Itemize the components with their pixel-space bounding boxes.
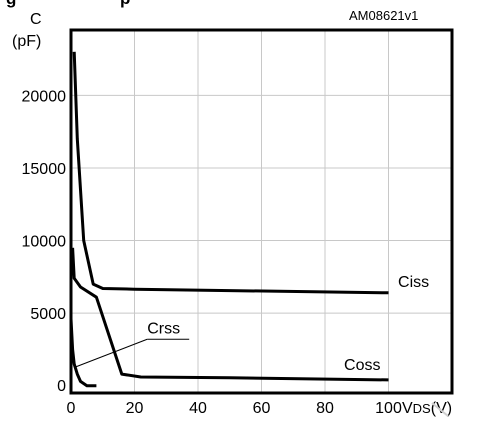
x-tick-label: 100	[375, 400, 402, 417]
grid	[71, 30, 452, 393]
x-tick-label: 60	[253, 400, 271, 417]
y-axis-label-unit-symbol: C	[30, 11, 42, 28]
y-tick-label: 5000	[30, 306, 66, 323]
x-tick-labels: 0 20 40 60 80 100	[67, 400, 402, 417]
x-tick-label: 40	[189, 400, 207, 417]
x-tick-label: 0	[67, 400, 76, 417]
y-tick-label: 20000	[22, 88, 67, 105]
series-label-ciss: Ciss	[398, 274, 429, 291]
watermark-stroke	[431, 402, 449, 417]
y-axis-label-unit: (pF)	[12, 33, 41, 50]
series-labels: Ciss Coss Crss	[75, 274, 429, 374]
y-tick-label: 0	[57, 378, 66, 395]
series-group	[69, 51, 389, 388]
y-tick-label: 10000	[22, 234, 67, 251]
x-tick-label: 20	[126, 400, 144, 417]
series-line-crss	[69, 318, 97, 388]
x-axis-label: VDS(V)	[402, 400, 452, 417]
title-fragment-2: p	[120, 0, 130, 8]
y-tick-labels: 0 5000 10000 15000 20000	[22, 88, 67, 395]
figure-code: AM08621v1	[349, 8, 418, 23]
title-fragment-1: g	[6, 0, 16, 8]
series-label-leader	[75, 338, 148, 368]
series-line-ciss	[72, 51, 389, 295]
plot-frame	[69, 28, 454, 395]
series-label-coss: Coss	[344, 357, 380, 374]
series-line-coss	[71, 247, 389, 382]
series-label-crss: Crss	[147, 320, 180, 337]
y-tick-label: 15000	[22, 161, 67, 178]
x-tick-label: 80	[316, 400, 334, 417]
